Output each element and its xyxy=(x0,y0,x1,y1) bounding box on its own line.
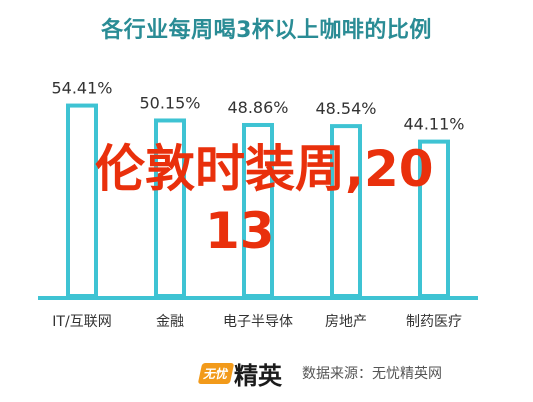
x-tick-label-4: 制药医疗 xyxy=(406,314,462,330)
data-label-0: 54.41% xyxy=(51,79,112,98)
data-label-2: 48.86% xyxy=(227,98,288,117)
overlay-line-2: 13 xyxy=(205,202,275,260)
bar-1 xyxy=(154,118,186,298)
data-label-3: 48.54% xyxy=(315,99,376,118)
bar-0 xyxy=(66,103,98,298)
x-tick-label-0: IT/互联网 xyxy=(52,314,111,330)
brand-logo: 无忧 精英 xyxy=(197,358,283,390)
bar-4 xyxy=(418,139,450,298)
logo-mark: 无忧 xyxy=(197,362,235,384)
watermark-overlay-text: 伦敦时装周,20 13 xyxy=(95,138,435,262)
data-source-label: 数据来源：无忧精英网 xyxy=(302,366,443,382)
overlay-line-1: 伦敦时装周,20 xyxy=(95,140,434,198)
logo-text: 精英 xyxy=(234,361,283,390)
footer: 无忧 精英 数据来源：无忧精英网 xyxy=(197,355,443,391)
data-label-1: 50.15% xyxy=(139,93,200,112)
x-tick-label-3: 房地产 xyxy=(325,314,367,330)
x-tick-label-2: 电子半导体 xyxy=(223,314,293,330)
data-label-4: 44.11% xyxy=(403,115,464,134)
x-tick-label-1: 金融 xyxy=(156,314,184,330)
bar-3 xyxy=(330,124,362,298)
chart-title: 各行业每周喝3杯以上咖啡的比例 xyxy=(101,18,432,43)
bar-2 xyxy=(242,122,274,298)
